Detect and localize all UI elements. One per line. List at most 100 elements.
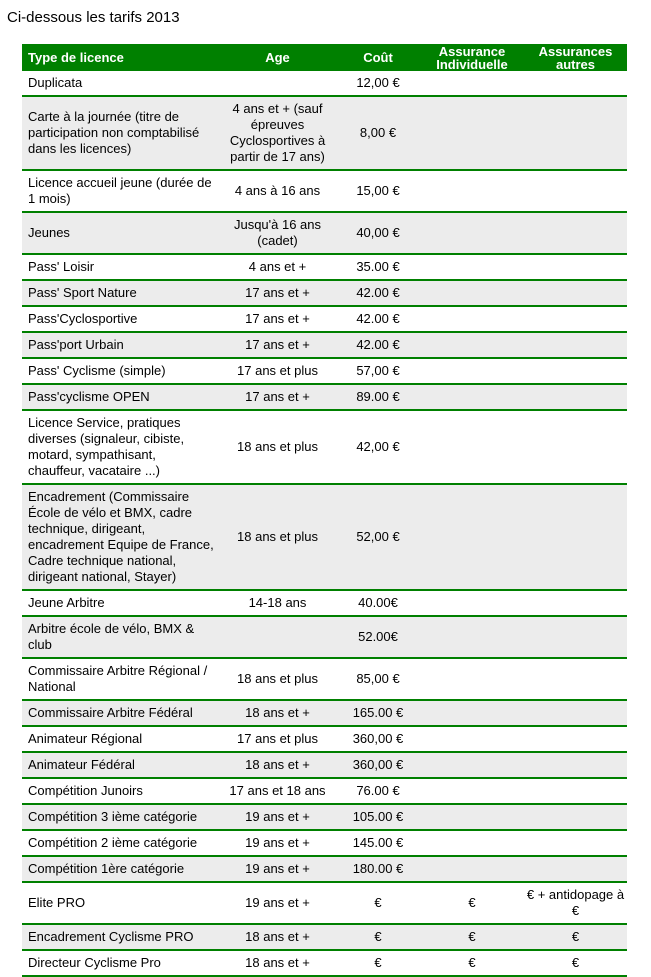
table-row: Animateur Régional 17 ans et plus 360,00 € <box>22 726 627 753</box>
cell-age: 4 ans et + (sauf épreuves Cyclosportives… <box>219 96 336 171</box>
cell-licence: Commissaire Arbitre Régional / National <box>22 658 219 701</box>
cell-age: 17 ans et plus <box>219 726 336 753</box>
cell-age: 18 ans et plus <box>219 410 336 485</box>
table-row: Pass'cyclisme OPEN 17 ans et +89.00 € <box>22 384 627 411</box>
cell-licence: Arbitre école de vélo, BMX & club <box>22 616 219 659</box>
cell-assurance-individuelle <box>420 332 524 359</box>
table-row: Directeur Cyclisme Pro 18 ans et + € € € <box>22 950 627 977</box>
cell-assurances-autres <box>524 658 627 701</box>
cell-assurance-individuelle <box>420 280 524 307</box>
cell-assurances-autres <box>524 358 627 385</box>
cell-licence: Jeune Arbitre <box>22 590 219 617</box>
cell-age: 17 ans et + <box>219 384 336 411</box>
cell-licence: Pass' Loisir <box>22 254 219 281</box>
cell-cout: 52,00 € <box>336 484 420 591</box>
cell-assurances-autres <box>524 170 627 213</box>
cell-assurances-autres <box>524 384 627 411</box>
cell-cout: € <box>336 882 420 925</box>
cell-age: 19 ans et + <box>219 804 336 831</box>
cell-age: 19 ans et + <box>219 856 336 883</box>
cell-cout: 8,00 € <box>336 96 420 171</box>
cell-cout: 12,00 € <box>336 71 420 97</box>
cell-licence: Encadrement Cyclisme PRO <box>22 924 219 951</box>
table-row: Elite PRO 19 ans et + € € € + antidopage à € <box>22 882 627 925</box>
cell-age: 17 ans et 18 ans <box>219 778 336 805</box>
cell-licence: Compétition 3 ième catégorie <box>22 804 219 831</box>
cell-licence: Duplicata <box>22 71 219 97</box>
cell-licence: Commissaire Arbitre Fédéral <box>22 700 219 727</box>
cell-assurances-autres <box>524 306 627 333</box>
cell-licence: Licence Service, pratiques diverses (sig… <box>22 410 219 485</box>
cell-age: 17 ans et + <box>219 280 336 307</box>
cell-assurances-autres <box>524 484 627 591</box>
header-assurances-autres: Assurances autres <box>524 44 627 71</box>
cell-assurance-individuelle <box>420 71 524 97</box>
cell-age: 19 ans et + <box>219 830 336 857</box>
cell-assurance-individuelle <box>420 358 524 385</box>
cell-assurance-individuelle <box>420 778 524 805</box>
table-row: Encadrement (Commissaire École de vélo e… <box>22 484 627 591</box>
table-row: Carte à la journée (titre de participati… <box>22 96 627 171</box>
cell-cout: 42,00 € <box>336 410 420 485</box>
header-type-de-licence: Type de licence <box>22 44 219 71</box>
cell-assurances-autres <box>524 700 627 727</box>
cell-age: 18 ans et + <box>219 700 336 727</box>
cell-licence: Pass' Sport Nature <box>22 280 219 307</box>
cell-cout: 52.00€ <box>336 616 420 659</box>
cell-cout: 85,00 € <box>336 658 420 701</box>
cell-assurances-autres <box>524 332 627 359</box>
cell-cout: € <box>336 950 420 977</box>
cell-assurance-individuelle <box>420 590 524 617</box>
cell-assurance-individuelle <box>420 752 524 779</box>
table-body: Duplicata 12,00 € Carte à la journée (titr… <box>22 71 627 977</box>
cell-licence: Elite PRO <box>22 882 219 925</box>
cell-cout: 76.00 € <box>336 778 420 805</box>
cell-cout: 35.00 € <box>336 254 420 281</box>
tariff-table: Type de licence Age Coût Assurance Indiv… <box>22 44 627 977</box>
cell-licence: Directeur Cyclisme Pro <box>22 950 219 977</box>
cell-cout: 42.00 € <box>336 332 420 359</box>
cell-assurances-autres <box>524 804 627 831</box>
cell-cout: 360,00 € <box>336 752 420 779</box>
cell-assurances-autres <box>524 410 627 485</box>
cell-age: 18 ans et + <box>219 752 336 779</box>
cell-licence: Animateur Régional <box>22 726 219 753</box>
cell-assurance-individuelle <box>420 700 524 727</box>
cell-age: 18 ans et + <box>219 924 336 951</box>
table-row: Jeunes Jusqu'à 16 ans (cadet) 40,00 € <box>22 212 627 255</box>
cell-age: 14-18 ans <box>219 590 336 617</box>
cell-assurance-individuelle: € <box>420 924 524 951</box>
cell-age: 4 ans et + <box>219 254 336 281</box>
cell-assurances-autres <box>524 96 627 171</box>
table-row: Pass' Cyclisme (simple) 17 ans et plus 57,… <box>22 358 627 385</box>
table-row: Compétition 2 ième catégorie 19 ans et +1… <box>22 830 627 857</box>
cell-cout: 165.00 € <box>336 700 420 727</box>
cell-age <box>219 616 336 659</box>
cell-licence: Compétition 1ère catégorie <box>22 856 219 883</box>
cell-licence: Carte à la journée (titre de participati… <box>22 96 219 171</box>
header-assurance-individuelle: Assurance Individuelle <box>420 44 524 71</box>
cell-cout: 180.00 € <box>336 856 420 883</box>
table-row: Pass' Loisir 4 ans et +35.00 € <box>22 254 627 281</box>
table-row: Commissaire Arbitre Régional / National 1… <box>22 658 627 701</box>
cell-assurance-individuelle <box>420 96 524 171</box>
cell-cout: 42.00 € <box>336 306 420 333</box>
cell-assurance-individuelle <box>420 212 524 255</box>
cell-assurance-individuelle <box>420 484 524 591</box>
cell-assurance-individuelle: € <box>420 950 524 977</box>
cell-cout: 105.00 € <box>336 804 420 831</box>
cell-assurances-autres <box>524 616 627 659</box>
cell-assurance-individuelle <box>420 410 524 485</box>
cell-assurance-individuelle <box>420 384 524 411</box>
cell-age: 18 ans et plus <box>219 658 336 701</box>
cell-cout: 40.00€ <box>336 590 420 617</box>
cell-cout: 89.00 € <box>336 384 420 411</box>
cell-assurances-autres: € <box>524 950 627 977</box>
header-row: Type de licence Age Coût Assurance Indiv… <box>22 44 627 71</box>
table-row: Encadrement Cyclisme PRO 18 ans et + € € € <box>22 924 627 951</box>
cell-assurance-individuelle <box>420 856 524 883</box>
table-row: Commissaire Arbitre Fédéral 18 ans et +16… <box>22 700 627 727</box>
page-title: Ci-dessous les tarifs 2013 <box>7 9 180 26</box>
cell-cout: 57,00 € <box>336 358 420 385</box>
cell-assurances-autres <box>524 71 627 97</box>
